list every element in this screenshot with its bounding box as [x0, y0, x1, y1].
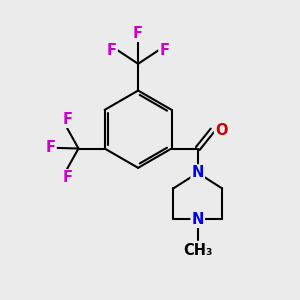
- Text: F: F: [107, 43, 117, 58]
- Text: N: N: [191, 212, 204, 227]
- Text: O: O: [215, 123, 227, 138]
- Text: F: F: [160, 43, 170, 58]
- Text: F: F: [46, 140, 56, 155]
- Text: N: N: [191, 165, 204, 180]
- Text: CH₃: CH₃: [183, 243, 212, 258]
- Text: F: F: [62, 170, 72, 185]
- Text: F: F: [62, 112, 72, 127]
- Text: F: F: [133, 26, 143, 41]
